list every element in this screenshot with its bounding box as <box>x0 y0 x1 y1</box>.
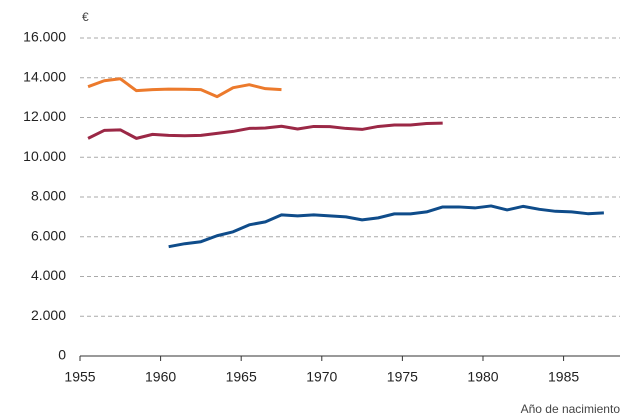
series-line <box>87 77 282 99</box>
x-tick-label: 1965 <box>226 369 257 385</box>
y-tick-label: 10.000 <box>23 148 66 164</box>
x-tick-label: 1970 <box>306 369 337 385</box>
y-axis-label: € <box>82 10 89 24</box>
x-axis-label: Año de nacimiento <box>521 402 621 416</box>
x-tick-label: 1960 <box>145 369 176 385</box>
y-tick-label: 2.000 <box>31 307 66 323</box>
y-tick-label: 0 <box>58 347 66 363</box>
y-tick-label: 16.000 <box>23 29 66 45</box>
series-line <box>168 204 604 249</box>
x-tick-label: 1980 <box>467 369 498 385</box>
x-tick-label: 1955 <box>64 369 95 385</box>
x-tick-label: 1975 <box>387 369 418 385</box>
series-line <box>87 121 443 140</box>
y-tick-label: 6.000 <box>31 227 66 243</box>
y-tick-label: 8.000 <box>31 188 66 204</box>
x-tick-label: 1985 <box>548 369 579 385</box>
y-tick-label: 14.000 <box>23 68 66 84</box>
y-tick-label: 4.000 <box>31 267 66 283</box>
y-tick-label: 12.000 <box>23 108 66 124</box>
